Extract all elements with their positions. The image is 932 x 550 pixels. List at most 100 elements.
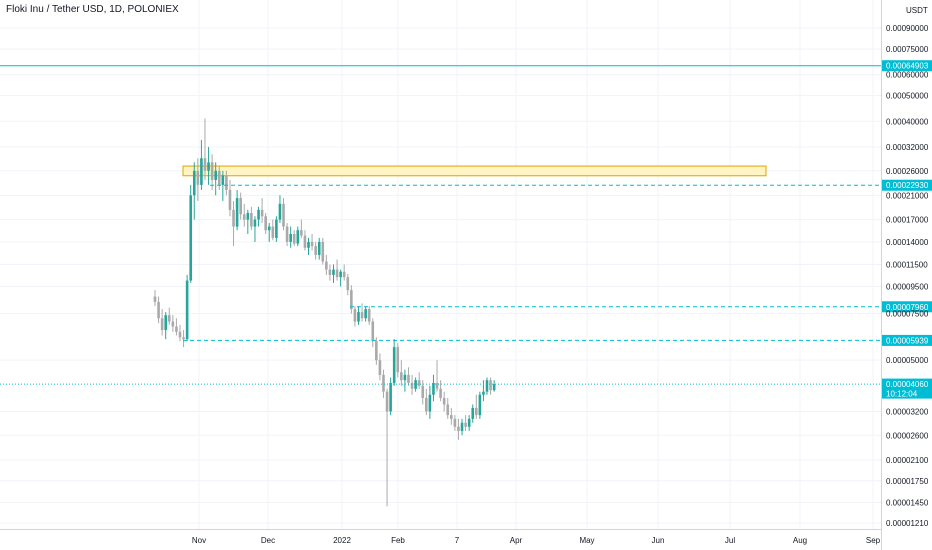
candle-body: [418, 380, 421, 386]
candle: [272, 220, 275, 241]
candle: [446, 398, 449, 419]
candles: [154, 118, 496, 506]
candle: [379, 353, 382, 380]
candle: [172, 315, 175, 332]
candle-body: [386, 392, 389, 412]
candle-body: [425, 398, 428, 412]
resistance-zone: [183, 166, 766, 176]
candle: [232, 201, 235, 246]
price-tick-label: 0.00014000: [886, 238, 929, 247]
price-tick-label: 0.00090000: [886, 24, 929, 33]
candle: [443, 392, 446, 412]
candle-body: [361, 312, 364, 318]
candle: [489, 378, 492, 395]
candle-body: [421, 386, 424, 398]
candle-body: [257, 210, 260, 220]
candle-body: [464, 423, 467, 427]
time-tick-label: Apr: [510, 536, 523, 545]
candle-body: [304, 236, 307, 248]
candle-body: [325, 262, 328, 270]
time-tick-label: Feb: [391, 536, 405, 545]
candle: [400, 360, 403, 386]
candle-body: [489, 380, 492, 390]
candle: [289, 227, 292, 248]
candle-body: [200, 158, 203, 185]
candle: [247, 210, 250, 234]
candle: [471, 404, 474, 422]
candle: [486, 378, 489, 395]
candle: [325, 255, 328, 275]
candle-body: [197, 171, 200, 185]
candle: [279, 195, 282, 223]
candle: [425, 389, 428, 415]
candle: [346, 274, 349, 295]
candle: [229, 180, 232, 216]
price-tick-label: 0.00009500: [886, 282, 929, 291]
candle: [464, 415, 467, 431]
candle: [386, 389, 389, 507]
candle-body: [407, 375, 410, 383]
candle-body: [321, 242, 324, 262]
candle-body: [186, 281, 189, 340]
candle: [300, 220, 303, 238]
candle-body: [364, 309, 367, 318]
time-tick-label: Nov: [192, 536, 206, 545]
candle: [168, 308, 171, 325]
candle: [368, 306, 371, 325]
candle: [336, 260, 339, 281]
candle: [307, 238, 310, 255]
candle: [371, 318, 374, 347]
price-tick-label: 0.00001750: [886, 477, 929, 486]
candle: [479, 392, 482, 419]
candle-body: [379, 360, 382, 375]
price-axis: 0.000900000.000750000.000600000.00050000…: [886, 24, 929, 528]
candle: [207, 147, 210, 185]
time-tick-label: Sep: [866, 536, 881, 545]
price-tick-label: 0.00001210: [886, 519, 929, 528]
candle-body: [161, 318, 164, 330]
candle: [254, 216, 257, 242]
candle: [354, 306, 357, 326]
candle-body: [471, 408, 474, 419]
candle-body: [232, 210, 235, 227]
candle-body: [339, 272, 342, 277]
candle: [332, 265, 335, 283]
candle: [200, 140, 203, 190]
candle-body: [189, 195, 192, 280]
candle: [432, 375, 435, 401]
candle-body: [286, 227, 289, 242]
time-tick-label: 7: [455, 536, 460, 545]
price-tick-label: 0.00032000: [886, 143, 929, 152]
candle-body: [264, 216, 267, 230]
candle: [211, 154, 214, 190]
candle-body: [164, 315, 167, 330]
candle: [314, 242, 317, 260]
candle-body: [375, 341, 378, 360]
candle-body: [439, 389, 442, 398]
candle: [189, 185, 192, 283]
price-tick-label: 0.00026000: [886, 167, 929, 176]
candle-body: [371, 322, 374, 342]
time-axis: Nov Dec 2022 Feb 7 Apr May Jun Jul Aug Sep: [192, 536, 881, 545]
candle-body: [336, 270, 339, 278]
candle-body: [243, 214, 246, 219]
candle-body: [182, 337, 185, 339]
candle: [357, 306, 360, 325]
candle-body: [400, 372, 403, 380]
candle: [493, 380, 496, 391]
grid-lines: [0, 0, 881, 529]
candle: [375, 337, 378, 365]
price-tick-label: 0.00007500: [886, 310, 929, 319]
candle: [182, 330, 185, 347]
candle: [361, 303, 364, 321]
candle: [411, 375, 414, 395]
candle-body: [268, 227, 271, 231]
candle: [239, 193, 242, 220]
price-level-tag-label: 0.00064903: [886, 62, 929, 71]
candle-body: [300, 230, 303, 235]
candle-body: [175, 327, 178, 332]
price-tick-label: 0.00002100: [886, 456, 929, 465]
candle-body: [389, 383, 392, 411]
candle-body: [239, 198, 242, 214]
